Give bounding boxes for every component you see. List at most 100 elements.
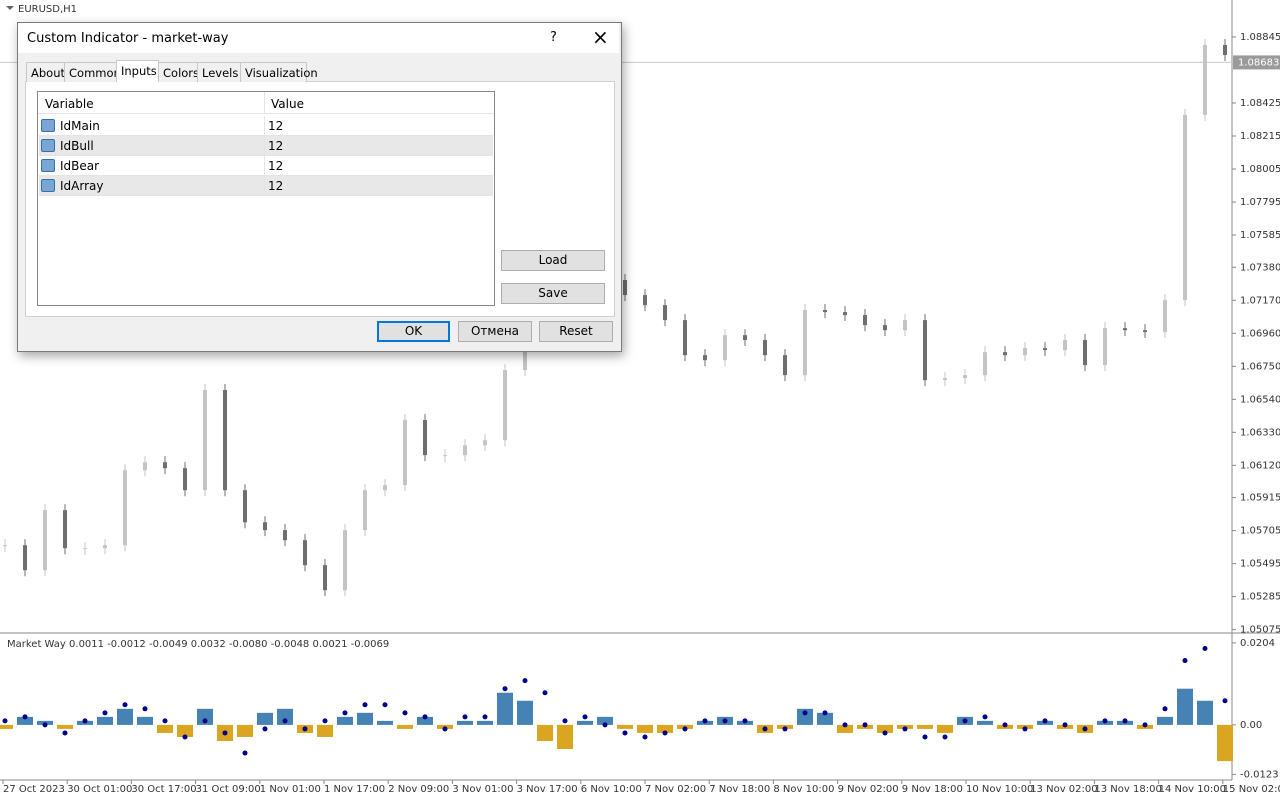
tab[interactable]: Levels [197, 62, 241, 82]
cell-variable: IdBull [60, 139, 94, 153]
histogram-bar [817, 712, 833, 725]
histogram-bar [557, 724, 573, 750]
y-tick-label: 0.0204 [1240, 638, 1275, 649]
signal-dot [302, 726, 308, 732]
table-row[interactable]: IdBear 12 [39, 156, 493, 176]
signal-dot [162, 718, 168, 724]
current-price-label: 1.08683 [1238, 57, 1279, 68]
current-price-box [1233, 55, 1280, 70]
row-icon [41, 159, 55, 172]
signal-dot [822, 710, 828, 716]
candle-body [263, 522, 267, 531]
y-tick-label: 1.06330 [1240, 427, 1280, 438]
cell-divider [264, 136, 265, 156]
candle-body [863, 315, 867, 326]
x-tick-label: 7 Nov 18:00 [709, 784, 770, 795]
reset-button[interactable]: Reset [539, 321, 613, 342]
cell-divider [264, 116, 265, 136]
candle-body [1063, 340, 1067, 351]
signal-dot [362, 702, 368, 708]
y-tick-label: 1.07380 [1240, 262, 1280, 273]
cell-divider [264, 156, 265, 176]
histogram-bar [117, 708, 133, 725]
close-button[interactable]: × [592, 25, 609, 49]
candle-body [463, 445, 467, 456]
cell-value: 12 [268, 179, 284, 193]
candle-body [203, 390, 207, 491]
histogram-bar [457, 720, 473, 725]
cancel-button[interactable]: Отмена [458, 321, 532, 342]
signal-dot [782, 726, 788, 732]
table-row[interactable]: IdMain 12 [39, 116, 493, 136]
y-tick-label: 1.07795 [1240, 197, 1280, 208]
candle-body [1223, 44, 1227, 56]
tab[interactable]: About [26, 62, 65, 82]
candle-body [443, 455, 447, 457]
candle-body [303, 540, 307, 566]
row-icon [41, 139, 55, 152]
signal-dot [422, 714, 428, 720]
signal-dot [702, 718, 708, 724]
histogram-bar [57, 724, 73, 729]
signal-dot [662, 730, 668, 736]
candle-body [63, 510, 67, 549]
table-row[interactable]: IdBull 12 [39, 136, 493, 156]
signal-dot [1002, 722, 1008, 728]
help-button[interactable]: ? [550, 30, 557, 45]
histogram-bar [917, 724, 933, 729]
histogram-bar [597, 716, 613, 725]
header-cell: Variable [45, 97, 94, 111]
tab[interactable]: Colors [158, 62, 199, 82]
signal-dot [402, 710, 408, 716]
tab[interactable]: Inputs [116, 60, 159, 82]
y-tick-label: 1.08005 [1240, 164, 1280, 175]
candle-body [803, 310, 807, 376]
tab[interactable]: Visualization [240, 62, 318, 82]
candle-body [843, 312, 847, 316]
candle-body [3, 545, 7, 547]
candle-body [223, 390, 227, 491]
histogram-bar [357, 712, 373, 725]
save-button[interactable]: Save [501, 283, 605, 304]
candle-body [83, 548, 87, 550]
signal-dot [622, 730, 628, 736]
ok-button[interactable]: OK [377, 321, 450, 342]
candle-body [703, 355, 707, 361]
table-header: Variable Value [38, 92, 494, 114]
signal-dot [542, 690, 548, 696]
candle-body [1163, 300, 1167, 333]
y-tick-label: 1.08425 [1240, 98, 1280, 109]
candle-body [503, 370, 507, 441]
histogram-bar [137, 716, 153, 725]
load-button[interactable]: Load [501, 250, 605, 271]
x-tick-label: 13 Nov 02:00 [1030, 784, 1097, 795]
histogram-bar [537, 724, 553, 741]
tab[interactable]: Common [64, 62, 121, 82]
candle-body [43, 510, 47, 571]
candle-body [1103, 328, 1107, 366]
y-tick-label: 1.08845 [1240, 32, 1280, 43]
inputs-table: Variable Value IdMain 12 IdBull 12 IdBear 12 I… [37, 91, 495, 306]
signal-dot [582, 714, 588, 720]
histogram-bar [17, 716, 33, 725]
signal-dot [522, 678, 528, 684]
x-tick-label: 1 Nov 01:00 [260, 784, 321, 795]
y-tick-label: 1.05705 [1240, 526, 1280, 537]
y-tick-label: 1.05495 [1240, 559, 1280, 570]
signal-dot [82, 718, 88, 724]
cell-variable: IdBear [60, 159, 100, 173]
table-row[interactable]: IdArray 12 [39, 176, 493, 196]
candle-body [763, 340, 767, 356]
histogram-bar [977, 720, 993, 725]
signal-dot [42, 722, 48, 728]
candle-body [823, 310, 827, 313]
histogram-bar [177, 724, 193, 737]
y-tick-label: 1.06750 [1240, 361, 1280, 372]
signal-dot [202, 718, 208, 724]
x-tick-label: 9 Nov 18:00 [902, 784, 963, 795]
candle-body [483, 440, 487, 446]
signal-dot [842, 722, 848, 728]
candle-body [183, 468, 187, 491]
signal-dot [222, 730, 228, 736]
